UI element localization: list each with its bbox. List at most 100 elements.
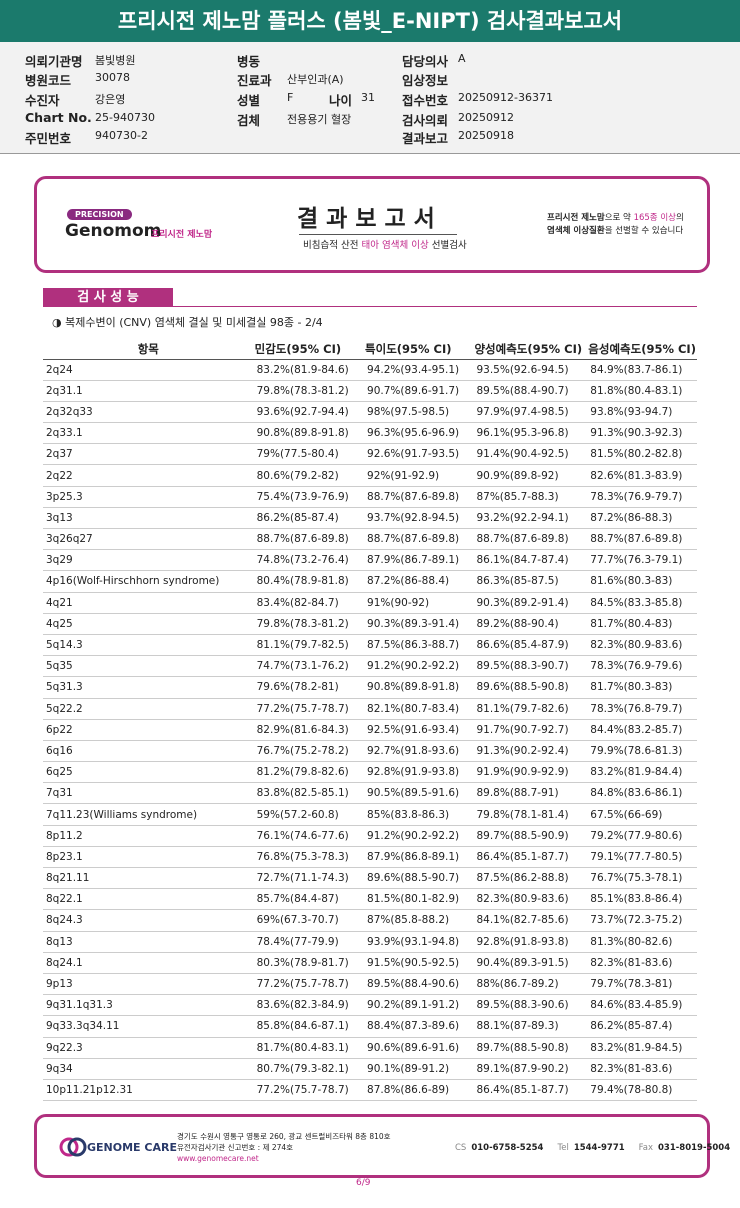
table-cell: 89.8%(88.7-91) (473, 782, 588, 805)
table-cell: 8q22.1 (43, 888, 254, 911)
table-cell: 79.7%(78.3-81) (587, 973, 697, 996)
table-cell: 84.8%(83.6-86.1) (587, 782, 697, 805)
table-cell: 89.1%(87.9-90.2) (473, 1058, 588, 1080)
table-cell: 81.8%(80.4-83.1) (587, 380, 697, 402)
footer-logo: GENOME CARE (87, 1141, 177, 1154)
table-cell: 89.7%(88.5-90.9) (473, 825, 588, 847)
table-cell: 7q11.23(Williams syndrome) (43, 803, 254, 826)
table-cell: 10p11.21p12.31 (43, 1079, 254, 1102)
table-cell: 93.8%(93-94.7) (587, 401, 697, 424)
table-cell: 88.7%(87.6-89.8) (253, 528, 365, 551)
field-label: 병원코드 (25, 73, 72, 88)
section-line (43, 306, 697, 307)
card-subtitle: 비침습적 산전 태아 염색체 이상 선별검사 (303, 237, 467, 251)
table-cell: 86.2%(85-87.4) (587, 1015, 697, 1038)
table-cell: 90.8%(89.8-91.8) (253, 422, 365, 445)
table-cell: 79.8%(78.3-81.2) (253, 380, 365, 402)
field-label: Chart No. (25, 110, 92, 125)
table-cell: 88%(86.7-89.2) (473, 973, 588, 996)
table-cell: 91.9%(90.9-92.9) (473, 761, 588, 784)
field-label: 병동 (237, 54, 261, 69)
table-cell: 87.9%(86.8-89.1) (364, 846, 474, 869)
table-cell: 81.6%(80.3-83) (587, 570, 697, 593)
table-cell: 85.1%(83.8-86.4) (587, 888, 697, 911)
table-cell: 89.2%(88-90.4) (473, 613, 588, 635)
table-cell: 89.7%(88.5-90.8) (473, 1037, 588, 1059)
field-value: 940730-2 (95, 129, 148, 142)
table-cell: 92.6%(91.7-93.5) (364, 443, 474, 466)
table-cell: 76.1%(74.6-77.6) (253, 825, 365, 847)
table-row: 4p16(Wolf-Hirschhorn syndrome) 80.4%(78.9… (43, 570, 697, 593)
table-cell: 93.2%(92.2-94.1) (473, 507, 588, 530)
table-cell: 3p25.3 (43, 486, 254, 508)
table-cell: 89.5%(88.3-90.6) (473, 994, 588, 1017)
table-cell: 89.5%(88.4-90.7) (473, 380, 588, 402)
table-cell: 79.9%(78.6-81.3) (587, 740, 697, 763)
table-cell: 93.6%(92.7-94.4) (253, 401, 365, 424)
table-cell: 77.2%(75.7-78.7) (253, 698, 365, 720)
table-cell: 92.8%(91.8-93.8) (473, 931, 588, 953)
table-cell: 88.7%(87.6-89.8) (364, 528, 474, 551)
section-tab: 검 사 성 능 (43, 288, 173, 307)
table-cell: 6q16 (43, 740, 254, 763)
table-cell: 90.4%(89.3-91.5) (473, 952, 588, 974)
table-cell: 90.1%(89-91.2) (364, 1058, 474, 1080)
table-cell: 88.7%(87.6-89.8) (473, 528, 588, 551)
table-cell: 85%(83.8-86.3) (364, 803, 474, 826)
table-row: 2q24 83.2%(81.9-84.6) 94.2%(93.4-95.1) 93.5… (43, 359, 697, 381)
table-cell: 79%(77.5-80.4) (253, 443, 365, 466)
table-row: 9q33.3q34.11 85.8%(84.6-87.1) 88.4%(87.3-8… (43, 1015, 697, 1038)
field-value: 산부인과(A) (287, 73, 344, 86)
table-cell: 83.2%(81.9-84.5) (587, 1037, 697, 1059)
field-label: 임상정보 (402, 73, 449, 88)
column-header: 민감도(95% CI) (253, 339, 365, 360)
table-cell: 8p11.2 (43, 825, 254, 847)
table-cell: 91.3%(90.2-92.4) (473, 740, 588, 763)
table-cell: 4q21 (43, 592, 254, 614)
table-cell: 79.8%(78.3-81.2) (253, 613, 365, 635)
table-cell: 90.2%(89.1-91.2) (364, 994, 474, 1017)
text: 프리시전 제노맘 (547, 213, 605, 223)
field-label: 주민번호 (25, 131, 72, 146)
table-cell: 87.8%(86.6-89) (364, 1079, 474, 1102)
field-value: 30078 (95, 71, 130, 84)
table-cell: 91%(90-92) (364, 592, 474, 614)
field-value: A (458, 52, 466, 65)
table-cell: 5q35 (43, 655, 254, 678)
table-cell: 82.9%(81.6-84.3) (253, 719, 365, 741)
table-cell: 80.3%(78.9-81.7) (253, 952, 365, 974)
table-cell: 9q33.3q34.11 (43, 1015, 254, 1038)
table-row: 6p22 82.9%(81.6-84.3) 92.5%(91.6-93.4) 91.7… (43, 719, 697, 741)
table-cell: 79.8%(78.1-81.4) (473, 803, 588, 826)
text: 염색체 이상질환 (547, 226, 605, 236)
table-cell: 3q29 (43, 549, 254, 572)
table-row: 5q14.3 81.1%(79.7-82.5) 87.5%(86.3-88.7) 86… (43, 634, 697, 657)
card-title: 결 과 보 고 서 (297, 206, 435, 232)
table-row: 3q26q27 88.7%(87.6-89.8) 88.7%(87.6-89.8) 8… (43, 528, 697, 551)
contacts: CS 010-6758-5254 Tel 1544-9771 Fax 031-8019-5… (455, 1143, 740, 1153)
table-cell: 8q24.1 (43, 952, 254, 974)
logo-sub: 프리시전 제노맘 (151, 230, 213, 240)
text: 선별검사 (428, 240, 467, 251)
table-cell: 90.9%(89.8-92) (473, 464, 588, 487)
table-cell: 78.3%(76.9-79.6) (587, 655, 697, 678)
table-cell: 92.8%(91.9-93.8) (364, 761, 474, 784)
table-cell: 97.9%(97.4-98.5) (473, 401, 588, 424)
table-row: 2q33.1 90.8%(89.8-91.8) 96.3%(95.6-96.9) 96… (43, 422, 697, 445)
card-note: 프리시전 제노맘으로 약 165종 이상의 염색체 이상질환을 선별할 수 있습… (547, 212, 684, 238)
table-cell: 69%(67.3-70.7) (253, 909, 365, 932)
table-cell: 2q33.1 (43, 422, 254, 445)
table-cell: 81.7%(80.3-83) (587, 676, 697, 699)
field-value: 봄빛병원 (95, 54, 136, 67)
table-row: 2q37 79%(77.5-80.4) 92.6%(91.7-93.5) 91.4%(… (43, 443, 697, 466)
table-cell: 91.3%(90.3-92.3) (587, 422, 697, 445)
section-heading: ◑ 복제수변이 (CNV) 염색체 결실 및 미세결실 98종 - 2/4 (52, 316, 323, 329)
table-cell: 74.7%(73.1-76.2) (253, 655, 365, 678)
table-cell: 90.6%(89.6-91.6) (364, 1037, 474, 1059)
table-cell: 9p13 (43, 973, 254, 996)
logo: Genomom (65, 221, 162, 241)
table-cell: 81.5%(80.1-82.9) (364, 888, 474, 911)
table-cell: 90.8%(89.8-91.8) (364, 676, 474, 699)
table-cell: 8q13 (43, 931, 254, 953)
